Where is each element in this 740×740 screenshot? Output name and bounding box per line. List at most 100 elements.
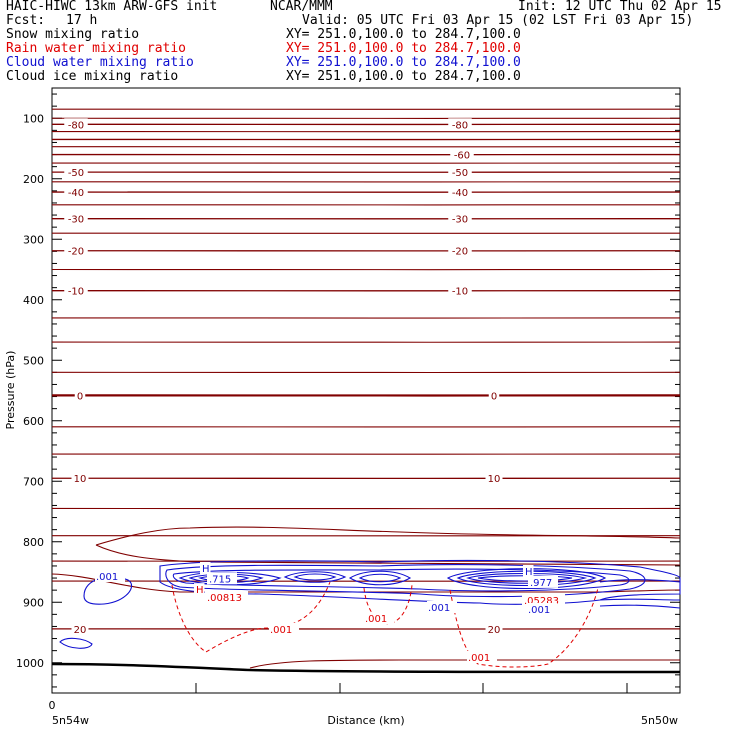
isotherm-label: -50 [452,168,468,179]
isotherm-label: -50 [68,168,84,179]
isotherm-label-bg [64,244,88,257]
isotherm-label-bg [71,472,89,485]
contour-value-label: .001 [428,603,450,614]
maximum-label: .05283 [524,596,559,607]
x-axis-label: Distance (km) [327,714,404,727]
cloud-water-contour [159,559,681,605]
temperature-contour [51,573,681,593]
cloud-water-contour [293,573,337,581]
cloud-water-contour [477,575,573,582]
isotherm-label-bg [64,166,88,179]
isotherm-label-bg [64,212,88,225]
contour-value-label-bg [427,601,457,613]
maximum-label-bg [207,572,237,585]
contour-value-label-bg [527,603,557,615]
y-tick-label: 700 [23,475,44,488]
contour-value-label: .001 [528,605,550,616]
isotherm-label: -30 [68,215,84,226]
isotherm-label: 0 [491,391,497,402]
x-origin-label: 0 [49,699,56,712]
maximum-label: .977 [530,578,552,589]
forecast-label: Fcst: [6,13,46,28]
maximum-label: H [196,585,204,596]
y-tick-label: 300 [23,233,44,246]
isotherm-label: 20 [74,625,87,636]
x-left-endpoint-label: 5n54w [52,714,89,727]
cloud-ice-field-name: Cloud ice mixing ratio [6,69,179,84]
temperature-contour [95,544,681,566]
cloud-water-contour [283,571,347,583]
cloud-water-contour [466,572,588,584]
y-tick-label: 800 [23,536,44,549]
isotherm-label: 0 [77,391,83,402]
contour-value-label: .001 [468,653,490,664]
isotherm-label-bg [64,118,88,131]
contour-value-label: .001 [270,625,292,636]
cloud-ice-field-xy: XY= 251.0,100.0 to 284.7,100.0 [286,69,521,84]
terrain-surface-line [51,662,681,674]
cloud-water-contour [358,573,402,583]
rain-water-contours [171,581,599,668]
x-right-endpoint-label: 5n50w [641,714,678,727]
isotherm-label: -10 [452,287,468,298]
isotherm-label: 20 [488,625,501,636]
plot-frame [51,87,681,694]
isotherm-label: -20 [452,247,468,258]
isotherm-label-bg [450,148,474,161]
maximum-label: .715 [209,574,231,585]
snow-field-name: Snow mixing ratio [6,27,140,42]
contour-value-label-bg [95,570,125,582]
cloud-water-contour [59,637,93,649]
y-tick-label: 600 [23,415,44,428]
isotherm-label-bg [64,186,88,199]
isotherm-label-bg [71,622,89,635]
isotherm-label: 10 [488,474,501,485]
cloud-water-contours [59,559,681,649]
isotherm-label-bg [448,244,472,257]
center-label: NCAR/MMM [270,0,333,14]
maximum-label-bg [200,561,211,574]
cloud-water-contour [165,564,646,598]
cloud-water-contour [446,568,607,589]
model-title: HAIC-HIWC 13km ARW-GFS init [6,0,218,14]
contour-value-label-bg [269,623,299,635]
isotherm-label: -10 [68,287,84,298]
maximum-label: H [202,564,210,575]
isotherm-label: -30 [452,215,468,226]
maximum-label-bg [528,575,558,588]
rain-water-contour [363,584,413,625]
isotherm-label-bg [448,166,472,179]
temperature-contour [95,526,681,546]
maximum-label: H [525,567,533,578]
isotherm-label: -80 [68,120,84,131]
isotherm-label-bg [485,472,503,485]
isotherm-label-bg [74,389,86,402]
y-axis-label: Pressure (hPa) [4,351,17,430]
maximum-label: .00813 [207,593,242,604]
y-tick-label: 100 [23,112,44,125]
contour-value-label-bg [467,651,497,663]
cloud-water-field-xy: XY= 251.0,100.0 to 284.7,100.0 [286,55,521,70]
isotherm-label-bg [488,389,500,402]
snow-field-xy: XY= 251.0,100.0 to 284.7,100.0 [286,27,521,42]
y-tick-label: 400 [23,294,44,307]
isotherm-label-bg [64,284,88,297]
isotherm-label: -60 [454,151,470,162]
isotherm-label: -80 [452,120,468,131]
isotherm-label: -40 [68,188,84,199]
rain-field-name: Rain water mixing ratio [6,41,187,56]
temperature-contour [249,659,680,669]
cloud-water-contour [599,604,681,609]
isotherm-label: -20 [68,247,84,258]
forecast-hour: 17 h [66,13,98,28]
cloud-water-contour [348,570,412,586]
isotherm-label-bg [448,212,472,225]
contour-value-label: .001 [96,572,118,583]
cloud-water-contour [456,570,597,587]
isotherm-label: 10 [74,474,87,485]
rain-water-contour [449,587,599,668]
valid-time: Valid: 05 UTC Fri 03 Apr 15 (02 LST Fri … [302,13,694,28]
rain-field-xy: XY= 251.0,100.0 to 284.7,100.0 [286,41,521,56]
isotherm-label-bg [448,186,472,199]
